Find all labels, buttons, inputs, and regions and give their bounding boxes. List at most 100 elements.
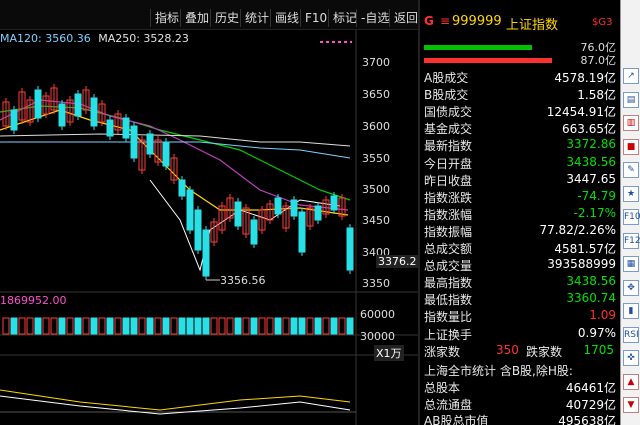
- volume-bar: [226, 317, 234, 335]
- tb-mark-button[interactable]: 标记: [328, 9, 357, 27]
- candle: [178, 179, 186, 197]
- stat-label: 指数涨跌: [424, 190, 473, 205]
- stat-label: B股成交: [424, 88, 469, 103]
- current-price-label: 3376.2: [376, 255, 419, 268]
- f12-icon[interactable]: F12: [623, 232, 640, 249]
- stat-value: 1.58亿: [577, 88, 616, 103]
- kline-chart[interactable]: [0, 30, 418, 425]
- stat-value: 4578.19亿: [554, 71, 616, 85]
- candle: [50, 87, 58, 111]
- ma-lines: [0, 99, 351, 272]
- candle: [186, 189, 194, 231]
- low-marker-label: 3356.56: [220, 274, 266, 287]
- menu-icon[interactable]: ≡: [440, 14, 451, 28]
- candle: [106, 119, 114, 137]
- tb-history-button[interactable]: 历史: [210, 9, 239, 27]
- candle: [154, 139, 162, 163]
- stat-label: 国债成交: [424, 105, 473, 120]
- tools-icon[interactable]: ✎: [623, 162, 639, 178]
- volume-tick-60000: 60000: [360, 308, 395, 321]
- stat-row: 指数量比 1.09: [420, 308, 616, 325]
- expand-icon[interactable]: ↗: [623, 68, 639, 84]
- side-toolbar: ↗ ▤ ▥ ■ ✎ ★ F10 F12 ▦ ✥ ▮ RSI ✜ ▲ ▼: [620, 0, 640, 425]
- layout-icon[interactable]: ■: [623, 138, 639, 155]
- volume-bar: [82, 317, 90, 335]
- candle: [298, 211, 306, 253]
- candle: [218, 205, 226, 231]
- stat-value: 4581.57亿: [554, 242, 616, 256]
- tb-draw-button[interactable]: 画线: [270, 9, 299, 27]
- candle: [338, 197, 346, 217]
- stat-label: 指数涨幅: [424, 207, 473, 222]
- rsi-icon[interactable]: RSI: [623, 326, 639, 343]
- f10-icon[interactable]: F10: [623, 209, 640, 225]
- chart-icon[interactable]: ▥: [623, 115, 639, 131]
- volume-bar: [66, 317, 74, 335]
- tb-indicator-button[interactable]: 指标: [150, 9, 179, 27]
- tb-overlay-button[interactable]: 叠加: [180, 9, 209, 27]
- arrow-down-icon[interactable]: ▼: [623, 397, 639, 413]
- stat-value: 12454.91亿: [546, 105, 616, 120]
- volume-bar: [266, 317, 274, 335]
- kline-icon[interactable]: ▤: [623, 91, 639, 108]
- stat-label: 上证换手: [424, 327, 473, 342]
- candle: [42, 95, 50, 115]
- stat-value: 3438.56: [566, 154, 616, 169]
- candle: [258, 209, 266, 231]
- market-row-value: 46461亿: [565, 381, 616, 395]
- candle: [26, 99, 34, 123]
- stat-label: 最高指数: [424, 276, 473, 291]
- stat-label: 指数量比: [424, 310, 473, 325]
- volume-bar: [290, 317, 298, 335]
- stat-label: 总成交额: [424, 242, 473, 256]
- chart-area[interactable]: 3700 3650 3600 3550 3500 3450 3400 3376.…: [0, 30, 419, 425]
- ma-legend: MA120: 3560.36 MA250: 3528.23: [0, 32, 189, 45]
- volume-bar: [250, 317, 258, 335]
- price-tick-3600: 3600: [362, 120, 390, 133]
- tb-watchlist-button[interactable]: -自选: [356, 9, 389, 27]
- candle: [114, 113, 122, 131]
- quote-panel: G ≡ 999999 上证指数 $G3 76.0亿 87.0亿 A股成交 4578…: [420, 12, 618, 425]
- stat-row: 最新指数 3372.86: [420, 137, 616, 154]
- quote-code: 999999: [452, 14, 502, 29]
- arrow-up-icon[interactable]: ▲: [623, 373, 639, 390]
- buy-bar-value: 76.0亿: [580, 41, 617, 54]
- breadth-row: 涨家数 350 跌家数 1705: [420, 343, 616, 359]
- volume-bar: [170, 317, 178, 335]
- volume-bar: [202, 317, 210, 335]
- tb-stats-button[interactable]: 统计: [240, 9, 269, 27]
- volume-bar: [50, 317, 58, 335]
- tb-f10-button[interactable]: F10: [300, 9, 327, 27]
- stat-row: 今日开盘 3438.56: [420, 155, 616, 172]
- candle: [146, 133, 154, 155]
- volume-bar: [146, 317, 154, 335]
- stat-value: -74.79: [577, 188, 616, 203]
- stat-label: 总成交量: [424, 259, 473, 274]
- stat-label: 指数振幅: [424, 224, 473, 239]
- candle: [170, 157, 178, 181]
- candle: [162, 141, 170, 167]
- stat-label: 最新指数: [424, 139, 473, 154]
- volume-bar: [154, 317, 162, 335]
- bar-icon[interactable]: ▮: [623, 303, 639, 319]
- volume-tick-30000: 30000: [360, 330, 395, 343]
- stat-label: 最低指数: [424, 293, 473, 308]
- candle: [282, 205, 290, 229]
- stat-row: 上证换手 0.97%: [420, 326, 616, 343]
- move-icon[interactable]: ✜: [623, 350, 639, 366]
- quote-header: G ≡ 999999 上证指数 $G3: [420, 12, 618, 33]
- stats-icon[interactable]: ▦: [623, 256, 639, 272]
- macd-histogram: [0, 389, 356, 415]
- price-tick-3700: 3700: [362, 56, 390, 69]
- drag-icon[interactable]: ✥: [623, 279, 639, 296]
- volume-bar: [26, 317, 34, 335]
- tb-back-button[interactable]: 返回: [389, 9, 418, 27]
- stat-label: 昨日收盘: [424, 173, 473, 188]
- panel-separator: [418, 0, 420, 425]
- up-count-label: 涨家数: [424, 345, 461, 359]
- star-icon[interactable]: ★: [623, 185, 639, 202]
- candle: [290, 199, 298, 217]
- volume-bar: [194, 317, 202, 335]
- stat-value: 0.97%: [577, 325, 616, 340]
- candle: [34, 89, 42, 119]
